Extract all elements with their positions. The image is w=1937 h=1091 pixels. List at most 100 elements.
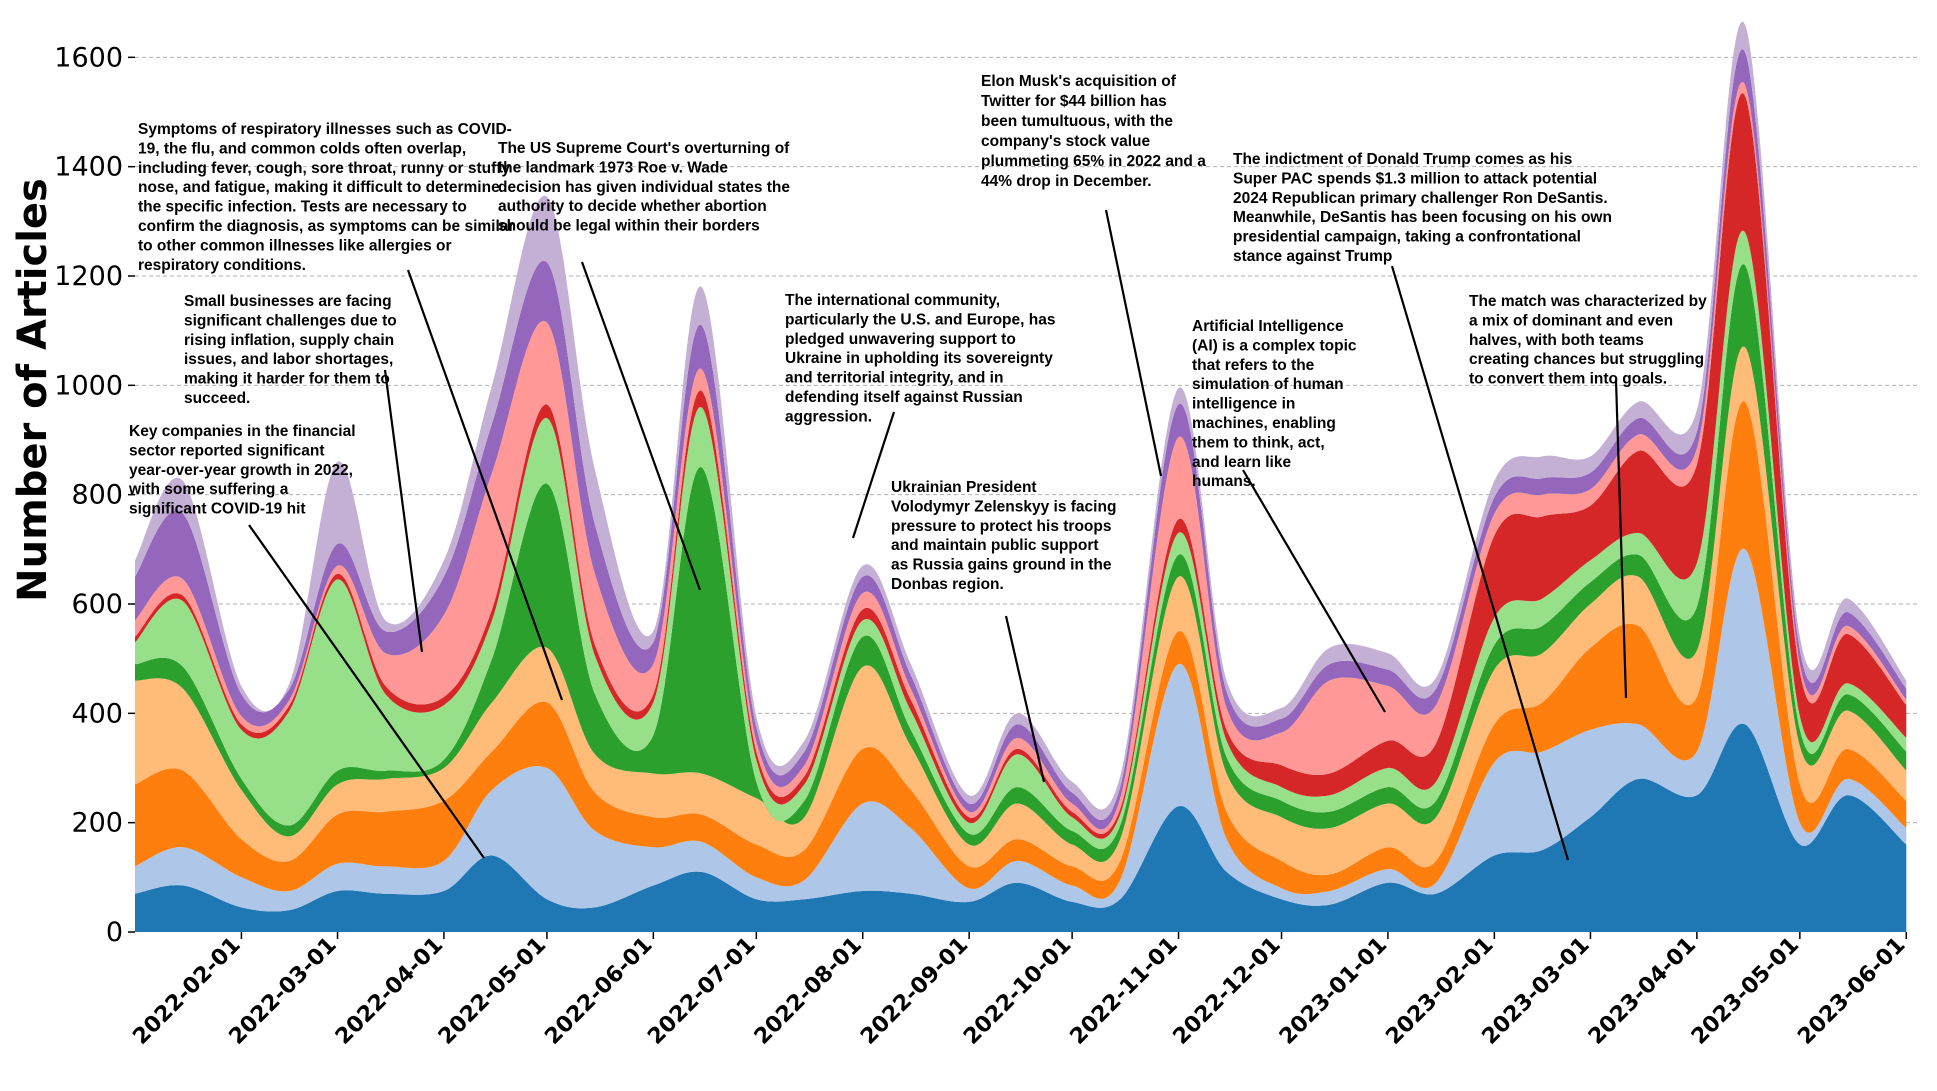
annotation-line: including fever, cough, sore throat, run…	[138, 160, 510, 177]
y-tick-label: 1600	[54, 42, 123, 73]
annotation-line: to convert them into goals.	[1469, 371, 1667, 388]
area-series-4	[135, 346, 1907, 881]
annotation-line: intelligence in	[1192, 396, 1295, 413]
annotation-line: The indictment of Donald Trump comes as …	[1233, 151, 1572, 168]
annotation-5: The international community, particularly…	[785, 292, 1055, 425]
x-tick-label: 2022-10-01	[959, 933, 1076, 1050]
x-tick-label: 2023-04-01	[1584, 933, 1701, 1050]
annotation-line: creating chances but struggling	[1469, 351, 1704, 368]
x-tick-label: 2023-06-01	[1793, 933, 1910, 1050]
area-series-6	[135, 230, 1907, 850]
annotation-3: Key companies in the financial sector rep…	[128, 423, 356, 518]
y-axis-label: Number of Articles	[10, 178, 56, 602]
annotation-4: The US Supreme Court's overturning of the…	[498, 140, 790, 235]
annotation-leader-line	[1104, 209, 1163, 477]
annotation-line: succeed.	[184, 390, 250, 407]
x-tick-label: 2022-06-01	[540, 933, 657, 1050]
annotation-leader-line	[1614, 379, 1628, 699]
annotation-line: particularly the U.S. and Europe, has	[785, 311, 1055, 328]
annotation-line: Donbas region.	[891, 576, 1004, 593]
annotation-line: Ukrainian President	[891, 479, 1037, 496]
annotation-line: year-over-year growth in 2022,	[129, 462, 353, 479]
area-series-8	[135, 82, 1907, 834]
annotation-line: (AI) is a complex topic	[1192, 337, 1357, 354]
area-series-3	[135, 401, 1907, 899]
annotation-line: decision has given individual states the	[498, 179, 790, 196]
annotation-6: Ukrainian President Volodymyr Zelenskyy i…	[891, 479, 1116, 593]
annotation-line: humans.	[1192, 473, 1256, 490]
y-tick-label: 200	[71, 808, 123, 839]
annotation-line: 19, the flu, and common colds often over…	[138, 140, 466, 157]
annotation-line: The international community,	[785, 292, 1000, 309]
annotation-line: The US Supreme Court's overturning of	[498, 140, 790, 157]
area-series-5	[135, 264, 1907, 863]
annotation-line: issues, and labor shortages,	[184, 351, 393, 368]
annotation-leader-line	[580, 261, 702, 591]
annotation-line: Symptoms of respiratory illnesses such a…	[138, 121, 512, 138]
annotation-line: plummeting 65% in 2022 and a	[981, 153, 1206, 170]
annotation-line: The match was characterized by	[1469, 293, 1707, 310]
annotation-leader-line	[1242, 469, 1386, 713]
annotation-line: Twitter for $44 billion has	[981, 93, 1167, 110]
annotation-line: simulation of human	[1192, 376, 1344, 393]
annotation-line: and territorial integrity, and in	[785, 370, 1003, 387]
annotation-8: Artificial Intelligence (AI) is a complex…	[1192, 318, 1357, 490]
annotation-line: to other common illnesses like allergies…	[138, 237, 452, 254]
annotation-line: significant challenges due to	[184, 312, 397, 329]
annotation-line: halves, with both teams	[1469, 332, 1644, 349]
y-tick-label: 1200	[54, 261, 123, 292]
annotation-line: pledged unwavering support to	[785, 331, 1016, 348]
annotation-line: aggression.	[785, 408, 872, 425]
annotation-line: the landmark 1973 Roe v. Wade	[498, 159, 728, 176]
annotation-line: machines, enabling	[1192, 415, 1336, 432]
annotation-7: Elon Musk's acquisition of Twitter for $4…	[981, 73, 1206, 190]
area-series-9	[135, 49, 1907, 830]
x-tick-label: 2022-09-01	[856, 933, 973, 1050]
x-tick-label: 2022-12-01	[1169, 933, 1286, 1050]
area-series-7	[135, 93, 1907, 839]
annotation-line: Volodymyr Zelenskyy is facing	[891, 498, 1116, 515]
annotation-line: Super PAC spends $1.3 million to attack …	[1233, 170, 1597, 187]
annotation-line: the specific infection. Tests are necess…	[138, 199, 467, 216]
x-tick-label: 2022-04-01	[331, 933, 448, 1050]
annotation-line: stance against Trump	[1233, 248, 1392, 265]
area-series-10	[135, 21, 1907, 821]
y-tick-label: 0	[106, 917, 123, 948]
annotation-leader-line	[851, 411, 896, 539]
annotation-line: making it harder for them to	[184, 371, 390, 388]
annotation-leader-line	[1004, 615, 1046, 783]
annotation-line: them to think, act,	[1192, 434, 1325, 451]
y-tick-label: 400	[71, 698, 123, 729]
annotation-1: Symptoms of respiratory illnesses such a…	[138, 121, 514, 274]
annotation-line: pressure to protect his troops	[891, 518, 1111, 535]
annotation-line: nose, and fatigue, making it difficult t…	[138, 179, 500, 196]
annotation-line: 44% drop in December.	[981, 173, 1152, 190]
y-tick-label: 800	[71, 480, 123, 511]
annotation-line: authority to decide whether abortion	[498, 198, 767, 215]
x-tick-label: 2023-05-01	[1687, 933, 1804, 1050]
annotation-2: Small businesses are facing significant c…	[184, 293, 397, 407]
annotation-line: Small businesses are facing	[184, 293, 392, 310]
annotation-line: that refers to the	[1192, 357, 1315, 374]
x-tick-label: 2022-07-01	[643, 933, 760, 1050]
annotations: Symptoms of respiratory illnesses such a…	[128, 73, 1707, 861]
annotation-line: confirm the diagnosis, as symptoms can b…	[138, 218, 514, 235]
y-tick-label: 1000	[54, 370, 123, 401]
annotation-line: and maintain public support	[891, 537, 1099, 554]
y-tick-label: 600	[71, 589, 123, 620]
y-tick-label: 1400	[54, 152, 123, 183]
annotation-line: Key companies in the financial	[129, 423, 356, 440]
stacked-areas	[135, 21, 1907, 932]
annotation-line: sector reported significant	[129, 442, 325, 459]
annotation-line: Artificial Intelligence	[1192, 318, 1344, 335]
annotation-9: The indictment of Donald Trump comes as …	[1233, 151, 1612, 265]
annotation-line: Meanwhile, DeSantis has been focusing on…	[1233, 209, 1612, 226]
annotation-leader-line	[383, 369, 424, 653]
annotation-line: respiratory conditions.	[138, 257, 306, 274]
annotation-leader-line	[1390, 265, 1570, 861]
annotation-line: Elon Musk's acquisition of	[981, 73, 1177, 90]
annotation-line: and learn like	[1192, 454, 1291, 471]
annotation-leader-line	[406, 269, 564, 701]
annotation-leader-line	[248, 524, 485, 859]
